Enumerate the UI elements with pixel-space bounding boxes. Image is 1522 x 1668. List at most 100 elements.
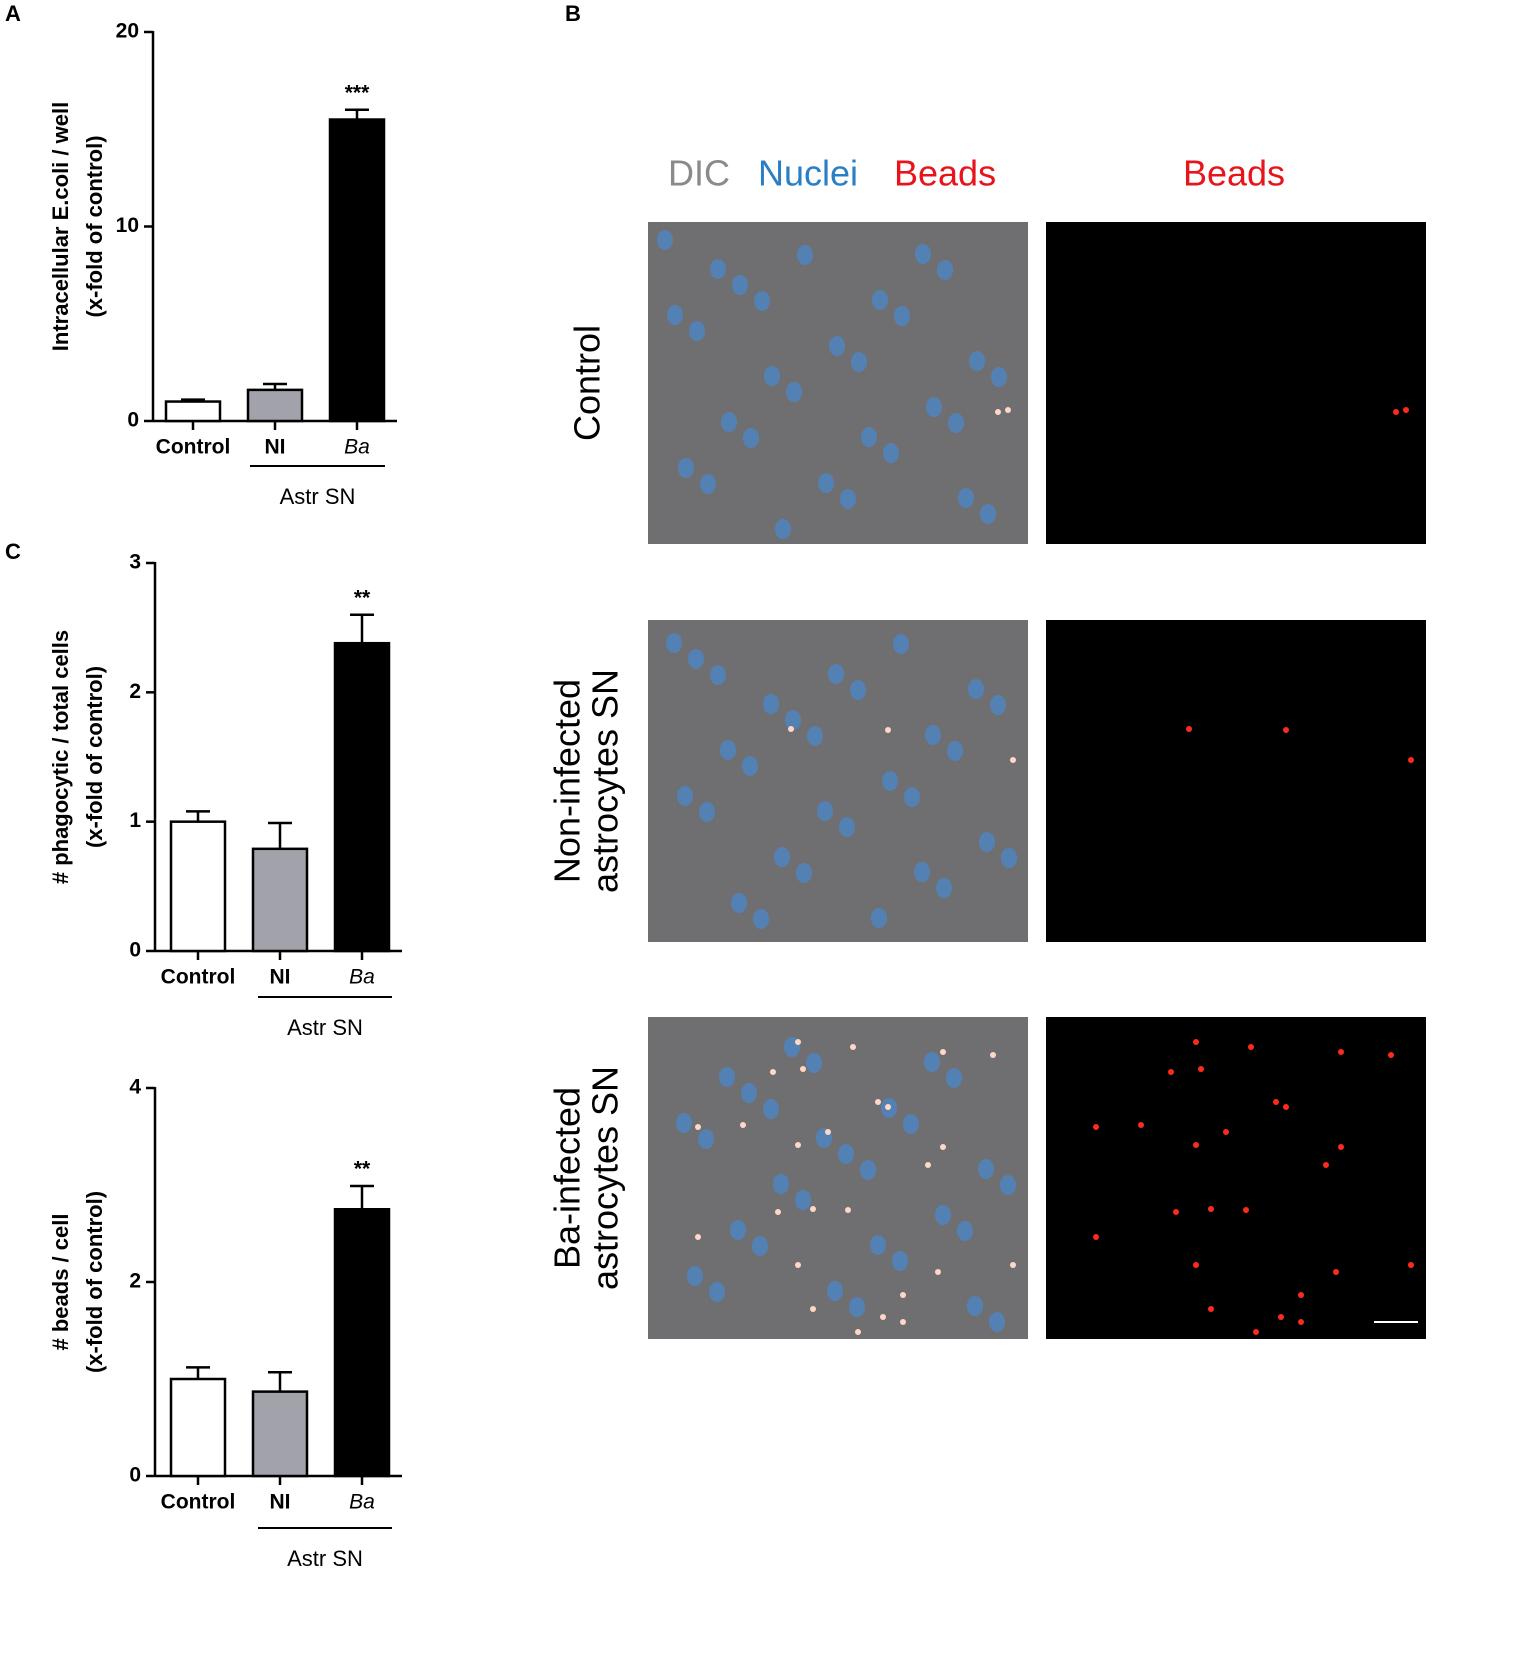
- cell: [752, 1236, 768, 1256]
- cell: [786, 382, 802, 402]
- bead-merged: [810, 1206, 816, 1212]
- y-tick-label: 0: [129, 1464, 141, 1487]
- bead-merged: [788, 726, 794, 732]
- y-tick-label: 1: [129, 809, 141, 832]
- cell: [957, 1221, 973, 1241]
- cell: [698, 1129, 714, 1149]
- cell: [785, 710, 801, 730]
- cell: [700, 474, 716, 494]
- cell: [763, 1099, 779, 1119]
- cell: [849, 1297, 865, 1317]
- cell: [688, 649, 704, 669]
- cell: [969, 351, 985, 371]
- bead: [1223, 1129, 1229, 1135]
- x-tick-label: NI: [270, 966, 291, 989]
- cell: [882, 771, 898, 791]
- cell: [980, 504, 996, 524]
- bar: [333, 641, 391, 953]
- cell: [796, 863, 812, 883]
- header-nuclei: Nuclei: [758, 153, 858, 194]
- row-label: Non-infected: [547, 679, 588, 883]
- cell: [861, 427, 877, 447]
- cell: [818, 473, 834, 493]
- bar: [164, 400, 222, 423]
- cell: [914, 862, 930, 882]
- bead: [1283, 727, 1289, 733]
- bead: [1298, 1292, 1304, 1298]
- bead-image: [1046, 222, 1426, 544]
- bead: [1168, 1069, 1174, 1075]
- bar: [246, 388, 304, 423]
- cell: [947, 741, 963, 761]
- cell: [839, 817, 855, 837]
- x-tick-label: NI: [270, 1491, 291, 1514]
- cell: [978, 1159, 994, 1179]
- cell: [967, 1296, 983, 1316]
- bead-merged: [810, 1306, 816, 1312]
- y-tick-label: 0: [129, 939, 141, 962]
- bead-merged: [845, 1207, 851, 1213]
- bead-merged: [695, 1234, 701, 1240]
- cell: [806, 1053, 822, 1073]
- y-axis-label: # phagocytic / total cells: [48, 630, 73, 884]
- bead-merged: [925, 1162, 931, 1168]
- cell: [753, 909, 769, 929]
- bead: [1338, 1144, 1344, 1150]
- group-label: Astr SN: [287, 1546, 363, 1571]
- header-beads: Beads: [894, 153, 996, 194]
- cell: [946, 1068, 962, 1088]
- row-label: astrocytes SN: [585, 669, 626, 893]
- cell: [958, 488, 974, 508]
- cell: [968, 679, 984, 699]
- significance: **: [354, 1158, 371, 1181]
- bead-merged: [885, 1104, 891, 1110]
- cell: [850, 680, 866, 700]
- bead-image-bg: [1046, 620, 1426, 942]
- bead: [1283, 1104, 1289, 1110]
- row-label: Control: [567, 325, 608, 441]
- bead-image: [1046, 620, 1426, 942]
- bead-merged: [1005, 407, 1011, 413]
- x-tick-label: NI: [265, 436, 286, 459]
- cell: [872, 290, 888, 310]
- cell: [709, 1282, 725, 1302]
- significance: **: [354, 586, 371, 609]
- panel-label: C: [5, 539, 21, 564]
- cell: [915, 244, 931, 264]
- cell: [732, 275, 748, 295]
- bead: [1193, 1039, 1199, 1045]
- cell: [773, 1174, 789, 1194]
- y-axis-label: Intracellular E.coli / well: [48, 102, 73, 351]
- bead: [1198, 1066, 1204, 1072]
- bead-merged: [935, 1269, 941, 1275]
- cell: [666, 633, 682, 653]
- y-tick-label: 2: [129, 1270, 141, 1293]
- bead-merged: [795, 1262, 801, 1268]
- cell: [774, 847, 790, 867]
- cell: [840, 489, 856, 509]
- bead: [1193, 1142, 1199, 1148]
- bead-merged: [940, 1049, 946, 1055]
- y-tick-label: 0: [127, 409, 139, 432]
- cell: [871, 908, 887, 928]
- cell: [817, 801, 833, 821]
- cell: [838, 1144, 854, 1164]
- cell: [851, 352, 867, 372]
- bead: [1173, 1209, 1179, 1215]
- bead: [1093, 1234, 1099, 1240]
- bar: [169, 820, 227, 953]
- cell: [894, 306, 910, 326]
- bead: [1253, 1329, 1259, 1335]
- y-tick-label: 4: [129, 1076, 141, 1099]
- x-tick-label: Control: [156, 436, 231, 459]
- y-axis-label: (x-fold of control): [82, 135, 107, 317]
- bead: [1193, 1262, 1199, 1268]
- header-beads: Beads: [1183, 153, 1285, 194]
- cell: [764, 366, 780, 386]
- cell: [720, 740, 736, 760]
- x-tick-label: Ba: [349, 966, 375, 989]
- bead: [1408, 1262, 1414, 1268]
- bead-merged: [900, 1319, 906, 1325]
- bead-merged: [795, 1142, 801, 1148]
- x-tick-label: Control: [161, 1491, 236, 1514]
